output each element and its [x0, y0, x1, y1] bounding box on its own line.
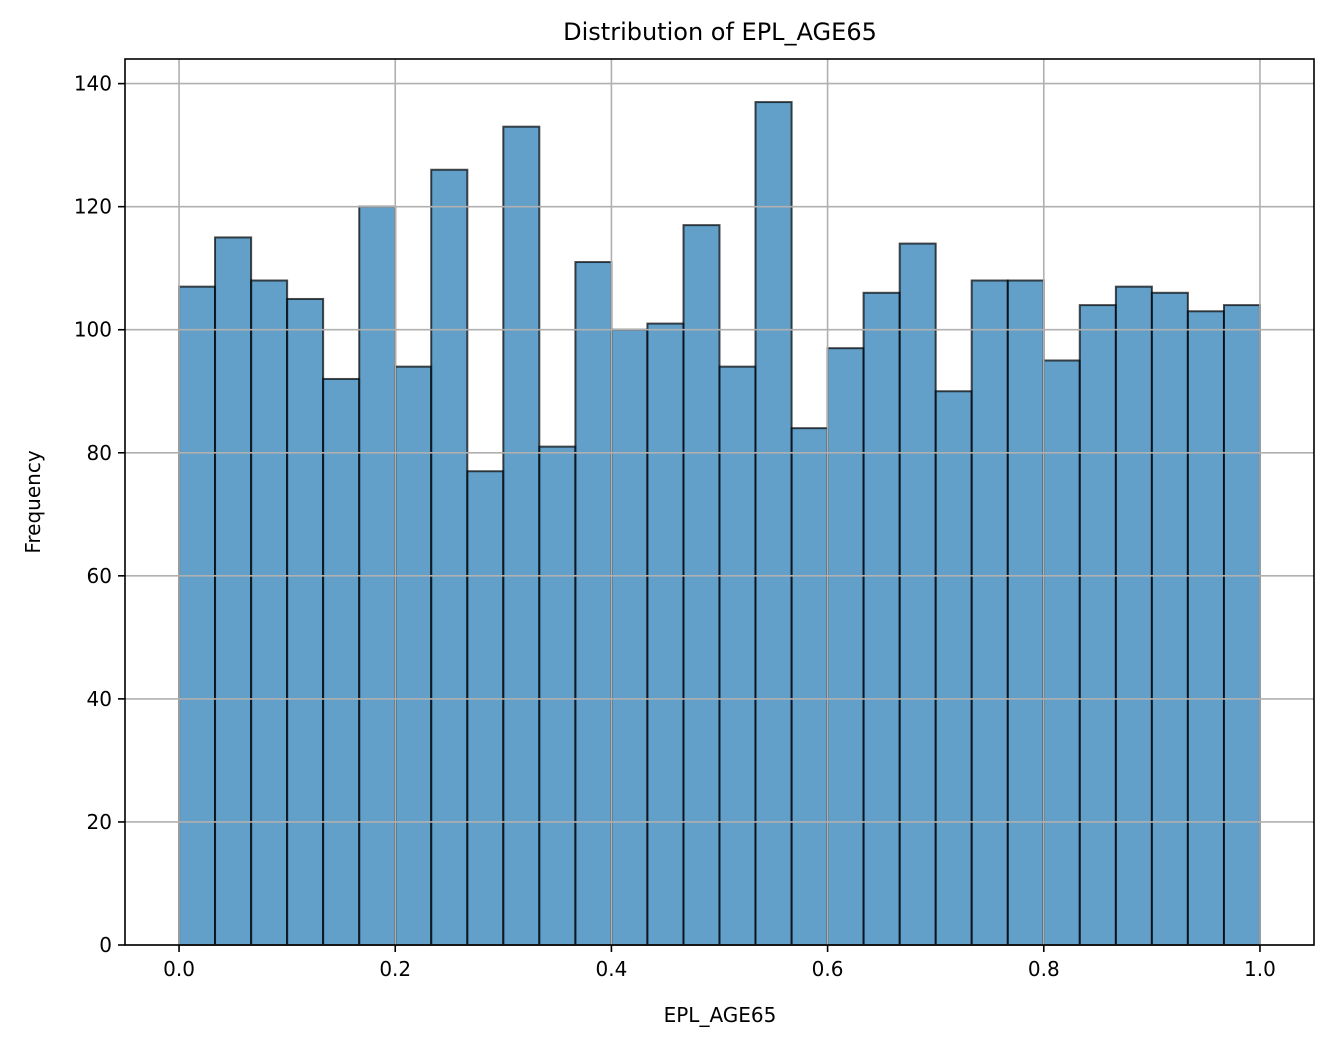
- histogram-bar-24: [1042, 359, 1081, 947]
- x-axis-ticks: 0.0 0.2 0.4 0.6 0.8 1.0: [163, 945, 1276, 981]
- histogram-bar-20: [898, 242, 937, 947]
- axes-border: [124, 58, 1315, 946]
- histogram-bar-6: [394, 365, 433, 946]
- histogram-bar-26: [1114, 285, 1153, 946]
- x-tick-label-3: 0.6: [812, 957, 844, 981]
- grid-lines: [125, 59, 1314, 946]
- histogram-bar-13: [646, 322, 685, 946]
- histogram-bar-10: [538, 445, 577, 946]
- y-axis-label: Frequency: [21, 450, 45, 553]
- y-tick-label-3: 60: [87, 564, 112, 588]
- y-axis-ticks: 0 20 40 60 80 100 120 140: [74, 72, 125, 957]
- histogram-bar-0: [178, 285, 217, 946]
- y-tick-label-5: 100: [74, 318, 112, 342]
- x-tick-label-0: 0.0: [163, 957, 195, 981]
- y-tick-label-6: 120: [74, 195, 112, 219]
- histogram-bar-3: [286, 297, 325, 947]
- histogram-bar-4: [322, 377, 361, 946]
- x-tick-label-1: 0.2: [379, 957, 411, 981]
- histogram-bar-12: [610, 328, 649, 946]
- histogram-bar-28: [1186, 310, 1225, 946]
- histogram-bar-18: [826, 347, 865, 946]
- histogram-bar-17: [790, 427, 829, 946]
- chart-title: Distribution of EPL_AGE65: [563, 18, 877, 46]
- histogram-bar-25: [1078, 304, 1117, 947]
- histogram-bar-2: [250, 279, 289, 946]
- histogram-bar-21: [934, 390, 973, 946]
- x-tick-label-5: 1.0: [1244, 957, 1276, 981]
- histogram-bar-14: [682, 224, 721, 946]
- x-axis-label: EPL_AGE65: [664, 1003, 777, 1027]
- y-tick-label-1: 20: [87, 810, 112, 834]
- histogram-bar-23: [1006, 279, 1045, 946]
- histogram-bars: [178, 101, 1261, 947]
- histogram-bar-16: [754, 101, 793, 946]
- histogram-bar-11: [574, 261, 613, 946]
- histogram-bar-22: [970, 279, 1009, 946]
- histogram-bar-27: [1150, 291, 1189, 946]
- y-tick-label-0: 0: [99, 933, 112, 957]
- histogram-bar-7: [430, 168, 469, 946]
- histogram-bar-19: [862, 291, 901, 946]
- histogram-bar-1: [214, 236, 253, 947]
- histogram-bar-8: [466, 470, 505, 946]
- y-tick-label-2: 40: [87, 687, 112, 711]
- x-tick-label-4: 0.8: [1028, 957, 1060, 981]
- x-tick-label-2: 0.4: [596, 957, 628, 981]
- histogram-bar-29: [1222, 304, 1261, 947]
- y-tick-label-4: 80: [87, 441, 112, 465]
- y-tick-label-7: 140: [74, 72, 112, 96]
- axes-frame: [124, 58, 1315, 946]
